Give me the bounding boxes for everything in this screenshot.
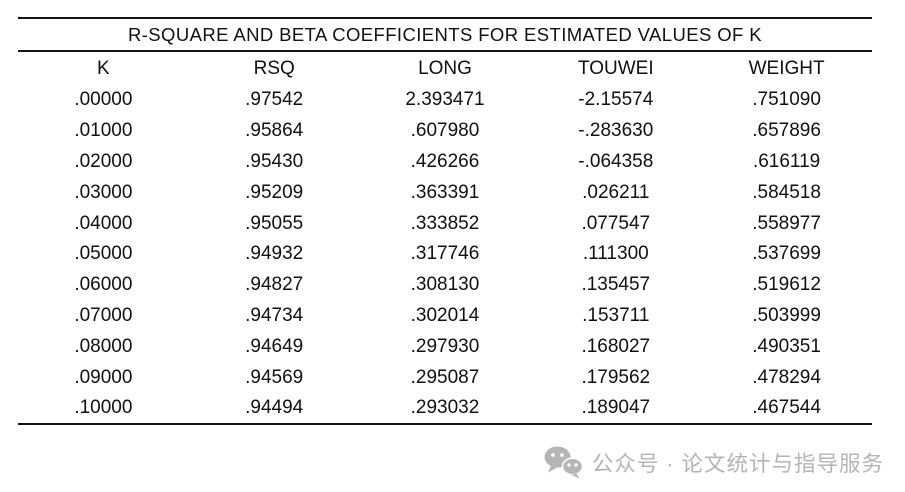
cell-weight: .467544	[752, 396, 821, 418]
cell-long: .333852	[410, 212, 480, 234]
table-row: .05000 .94932 .317746 .111300 .537699	[18, 239, 872, 270]
column-header-touwei: TOUWEI	[577, 57, 654, 79]
table-row: .03000 .95209 .363391 .026211 .584518	[18, 177, 872, 208]
cell-k: .07000	[74, 304, 133, 326]
cell-long: 2.393471	[405, 89, 485, 111]
cell-weight: .490351	[752, 335, 821, 357]
cell-rsq: .94932	[245, 243, 304, 265]
cell-touwei: .153711	[582, 304, 650, 326]
cell-rsq: .94827	[245, 274, 304, 296]
cell-k: .02000	[74, 150, 133, 172]
cell-touwei: -2.15574	[578, 89, 654, 111]
cell-rsq: .94569	[245, 366, 304, 388]
cell-k: .03000	[74, 181, 133, 203]
cell-weight: .519612	[752, 274, 821, 296]
cell-touwei: .077547	[581, 212, 651, 234]
cell-rsq: .95430	[245, 150, 304, 172]
cell-weight: .478294	[752, 366, 821, 388]
table-row: .09000 .94569 .295087 .179562 .478294	[18, 362, 872, 393]
column-header-k: K	[97, 57, 110, 79]
cell-touwei: .026211	[582, 181, 650, 203]
table-row: .02000 .95430 .426266 -.064358 .616119	[18, 147, 872, 178]
table-title-row: R-SQUARE AND BETA COEFFICIENTS FOR ESTIM…	[18, 17, 872, 52]
results-table: R-SQUARE AND BETA COEFFICIENTS FOR ESTIM…	[18, 17, 872, 425]
cell-rsq: .94649	[245, 335, 304, 357]
table-row: .08000 .94649 .297930 .168027 .490351	[18, 331, 872, 362]
cell-weight: .616119	[752, 150, 821, 172]
cell-k: .00000	[74, 89, 133, 111]
cell-rsq: .95864	[245, 120, 304, 142]
table-row: .10000 .94494 .293032 .189047 .467544	[18, 393, 872, 424]
cell-weight: .751090	[752, 89, 821, 111]
cell-touwei: -.283630	[578, 120, 654, 142]
table-row: .06000 .94827 .308130 .135457 .519612	[18, 270, 872, 301]
cell-weight: .584518	[752, 181, 821, 203]
cell-k: .10000	[74, 396, 133, 418]
watermark-text: 公众号 · 论文统计与指导服务	[591, 451, 884, 476]
cell-rsq: .95055	[245, 212, 304, 234]
cell-long: .308130	[410, 274, 480, 296]
cell-long: .297930	[410, 335, 480, 357]
cell-k: .09000	[74, 366, 133, 388]
cell-long: .317746	[410, 243, 480, 265]
cell-long: .426266	[410, 150, 480, 172]
watermark: 公众号 · 论文统计与指导服务	[543, 444, 884, 480]
cell-k: .08000	[74, 335, 133, 357]
cell-weight: .503999	[752, 304, 821, 326]
cell-weight: .537699	[752, 243, 821, 265]
column-header-rsq: RSQ	[253, 57, 295, 79]
cell-touwei: .135457	[581, 274, 651, 296]
cell-touwei: -.064358	[578, 150, 654, 172]
wechat-icon	[544, 446, 583, 479]
cell-long: .302014	[410, 304, 480, 326]
column-header-weight: WEIGHT	[748, 57, 825, 79]
cell-touwei: .189047	[581, 396, 651, 418]
cell-long: .293032	[410, 396, 480, 418]
cell-k: .05000	[74, 243, 133, 265]
cell-rsq: .94494	[245, 396, 304, 418]
table-header-row: K RSQ LONG TOUWEI WEIGHT	[18, 51, 872, 85]
cell-touwei: .111300	[582, 243, 649, 265]
cell-rsq: .97542	[245, 89, 304, 111]
table-row: .07000 .94734 .302014 .153711 .503999	[18, 301, 872, 332]
cell-k: .04000	[74, 212, 133, 234]
cell-long: .363391	[410, 181, 480, 203]
cell-k: .06000	[74, 274, 133, 296]
cell-rsq: .94734	[245, 304, 304, 326]
cell-long: .295087	[410, 366, 480, 388]
table-row: .01000 .95864 .607980 -.283630 .657896	[18, 116, 872, 147]
column-header-long: LONG	[418, 57, 472, 79]
cell-touwei: .179562	[581, 366, 651, 388]
table-row: .00000 .97542 2.393471 -2.15574 .751090	[18, 85, 872, 116]
cell-weight: .657896	[752, 120, 821, 142]
cell-k: .01000	[74, 120, 133, 142]
table-title: R-SQUARE AND BETA COEFFICIENTS FOR ESTIM…	[18, 17, 872, 52]
cell-weight: .558977	[752, 212, 821, 234]
cell-long: .607980	[410, 120, 480, 142]
table-row: .04000 .95055 .333852 .077547 .558977	[18, 208, 872, 239]
cell-rsq: .95209	[245, 181, 304, 203]
cell-touwei: .168027	[581, 335, 651, 357]
